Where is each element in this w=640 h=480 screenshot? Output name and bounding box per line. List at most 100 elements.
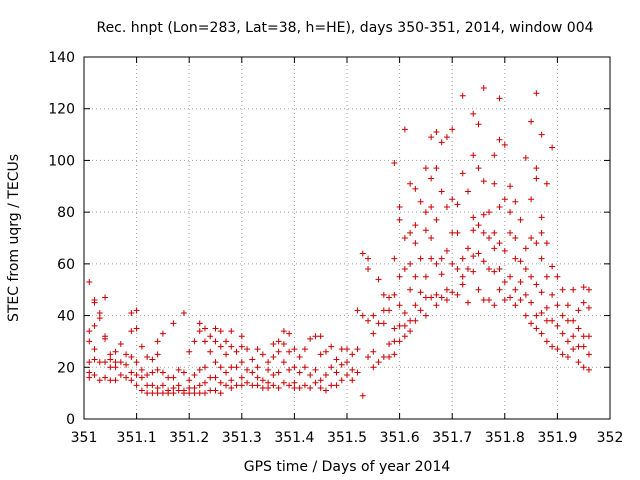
x-tick-label: 351	[71, 430, 98, 446]
data-point	[133, 359, 140, 366]
data-point	[117, 359, 124, 366]
data-point	[580, 333, 587, 340]
data-point	[344, 346, 350, 353]
data-point	[254, 346, 261, 353]
data-point	[338, 377, 345, 384]
data-point	[433, 128, 440, 135]
x-axis-label: GPS time / Days of year 2014	[244, 459, 451, 475]
data-point	[117, 372, 124, 379]
data-point	[91, 322, 98, 329]
data-point	[412, 317, 419, 324]
data-point	[443, 203, 450, 210]
data-point	[528, 235, 535, 241]
data-point	[259, 377, 266, 384]
data-point	[149, 356, 156, 363]
data-point	[254, 374, 261, 381]
data-point	[407, 328, 414, 335]
data-point	[512, 235, 519, 241]
data-point	[233, 348, 240, 355]
data-point	[280, 359, 287, 366]
data-point	[196, 382, 203, 389]
data-point	[244, 366, 251, 373]
data-point	[538, 289, 545, 296]
data-point	[217, 343, 224, 350]
data-point	[312, 333, 319, 340]
data-point	[322, 372, 329, 379]
data-point	[359, 392, 366, 399]
data-point	[170, 374, 177, 381]
data-point	[386, 307, 393, 314]
data-point	[349, 377, 356, 384]
data-point	[86, 338, 93, 345]
data-point	[417, 198, 424, 205]
data-point	[491, 180, 498, 187]
data-point	[191, 390, 198, 397]
data-point	[496, 136, 503, 143]
data-point	[507, 209, 514, 216]
data-point	[491, 229, 498, 236]
data-point	[417, 255, 424, 262]
data-point	[296, 353, 303, 360]
grid-lines	[84, 57, 610, 419]
data-point	[496, 95, 503, 102]
data-point	[212, 338, 219, 345]
data-point	[512, 286, 519, 293]
data-point	[538, 214, 545, 221]
data-point	[470, 268, 477, 275]
data-point	[280, 379, 287, 386]
data-point	[433, 291, 440, 298]
data-point	[138, 387, 145, 394]
data-point	[354, 307, 361, 314]
data-point	[328, 364, 335, 371]
data-point	[559, 351, 566, 358]
x-tick-label: 351.5	[327, 430, 367, 446]
data-point	[454, 229, 461, 236]
data-point	[149, 382, 156, 389]
data-point	[543, 338, 550, 345]
data-point	[265, 366, 272, 373]
data-point	[144, 353, 151, 360]
data-point	[491, 302, 498, 309]
data-point	[344, 372, 350, 379]
data-point	[259, 351, 266, 358]
data-point	[480, 297, 487, 304]
data-point	[580, 364, 587, 371]
data-point	[517, 297, 524, 304]
data-point	[422, 209, 429, 216]
data-point	[549, 291, 556, 298]
data-point	[128, 328, 135, 335]
data-point	[212, 325, 219, 332]
data-point	[554, 346, 561, 353]
data-point	[270, 341, 277, 348]
data-point	[564, 317, 571, 324]
data-point	[107, 356, 114, 363]
data-point	[228, 377, 235, 384]
data-point	[86, 359, 93, 366]
data-point	[407, 260, 414, 267]
data-point	[317, 351, 324, 358]
data-point	[375, 320, 382, 327]
data-point	[459, 273, 466, 280]
data-point	[449, 260, 456, 267]
data-point	[401, 126, 408, 133]
data-point	[501, 278, 508, 285]
data-point	[449, 229, 456, 236]
y-axis-label: STEC from uqrg / TECUs	[6, 154, 22, 322]
data-point	[149, 390, 156, 397]
plot-frame	[83, 56, 611, 420]
data-point	[564, 302, 571, 309]
data-point	[123, 374, 130, 381]
data-point	[543, 240, 550, 247]
data-point	[349, 366, 356, 373]
data-point	[543, 273, 550, 280]
data-point	[270, 353, 277, 360]
data-point	[491, 152, 498, 159]
data-point	[538, 229, 545, 236]
data-point	[275, 338, 282, 345]
data-point	[107, 351, 114, 358]
data-point	[375, 359, 382, 366]
data-point	[91, 346, 98, 353]
data-point	[417, 307, 424, 314]
data-point	[428, 134, 435, 141]
